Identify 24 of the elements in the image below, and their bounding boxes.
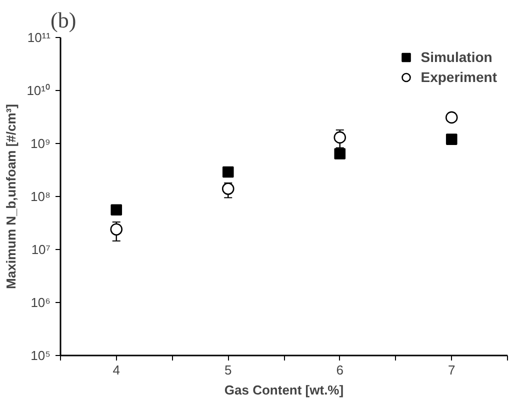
point [334,148,346,160]
point [445,111,458,124]
text: (b) [50,8,76,32]
legend-label: Experiment [420,69,497,85]
x-tick-label: 4 [112,362,120,378]
x-axis-title: Gas Content [wt.%] [224,382,344,398]
y-tick-label: 10⁵ [30,348,51,363]
x-tick-label: 7 [448,362,456,378]
legend-label: Simulation [420,49,492,65]
y-axis-title: Maximum N_b,unfoam [#/cm³] [4,104,19,289]
point [446,134,458,145]
y-tick-label: 10⁶ [30,295,50,310]
y-tick-label: 10⁷ [31,242,51,257]
point [334,131,346,144]
point [222,166,234,178]
y-tick-label: 10¹⁰ [26,83,51,98]
x-tick-label: 6 [336,362,344,378]
point [110,223,123,236]
point [110,204,122,216]
y-tick-label: 10¹¹ [27,30,52,45]
x-tick-label: 5 [224,362,232,378]
y-tick-label: 10⁸ [30,189,51,204]
point [222,182,234,195]
y-tick-label: 10⁹ [30,136,51,151]
